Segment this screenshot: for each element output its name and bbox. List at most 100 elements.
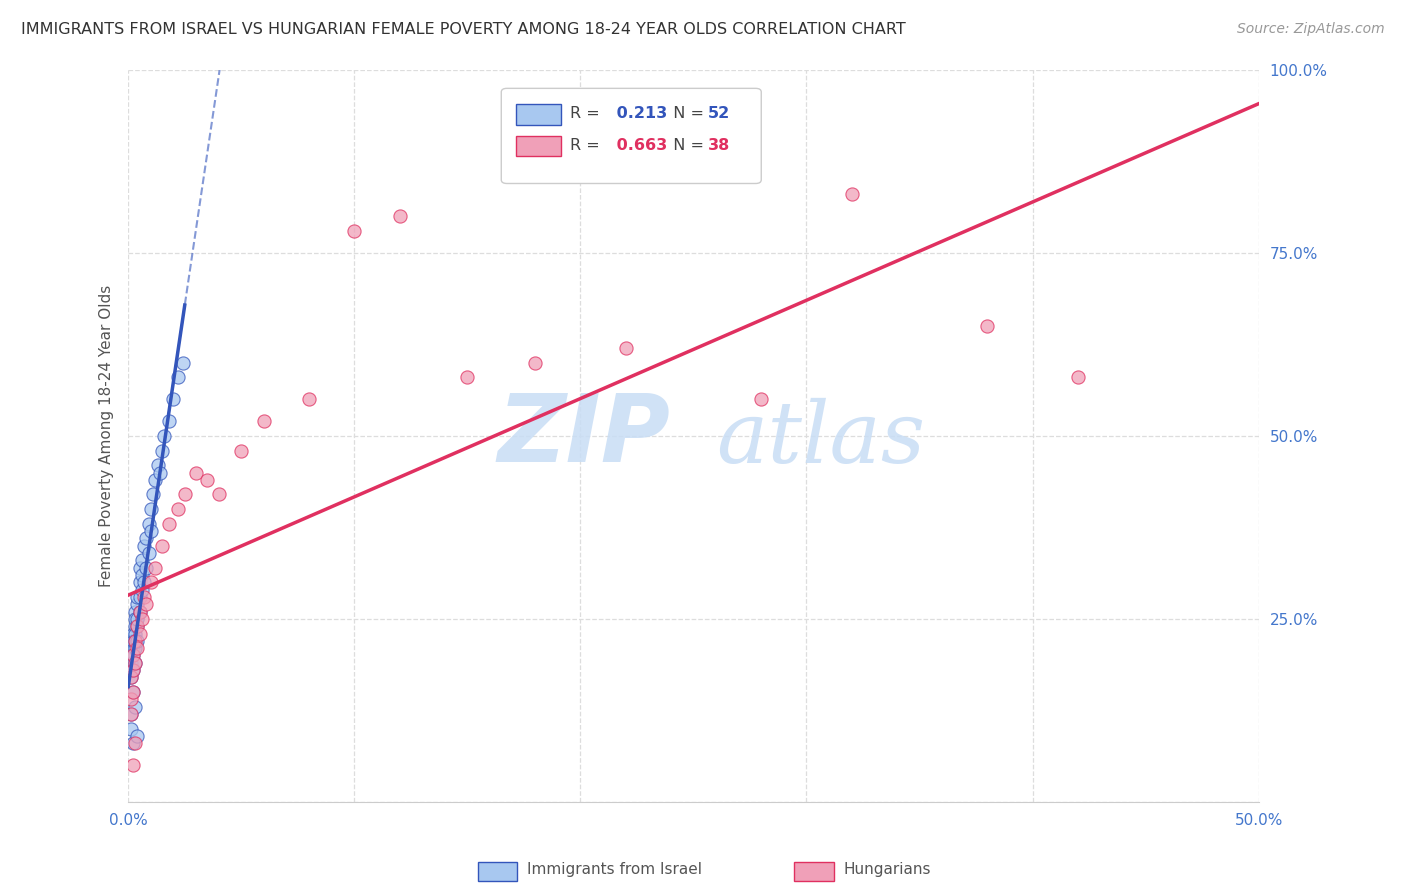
- Hungarians: [120, 670, 142, 684]
- Text: 38: 38: [709, 138, 730, 153]
- Text: Hungarians: Hungarians: [844, 863, 931, 877]
- Hungarians: [388, 210, 411, 224]
- Hungarians: [195, 473, 218, 487]
- Hungarians: [157, 516, 180, 531]
- Hungarians: [208, 487, 231, 501]
- Hungarians: [124, 633, 146, 648]
- Immigrants from Israel: [124, 612, 146, 626]
- Text: 0.213: 0.213: [612, 106, 668, 121]
- Immigrants from Israel: [121, 736, 143, 750]
- Immigrants from Israel: [127, 590, 149, 604]
- Immigrants from Israel: [124, 605, 146, 619]
- Hungarians: [128, 605, 150, 619]
- Immigrants from Israel: [131, 582, 153, 597]
- Immigrants from Israel: [121, 685, 143, 699]
- Immigrants from Israel: [167, 370, 190, 384]
- Immigrants from Israel: [120, 670, 142, 684]
- Hungarians: [127, 619, 149, 633]
- Immigrants from Israel: [120, 656, 142, 670]
- Y-axis label: Female Poverty Among 18-24 Year Olds: Female Poverty Among 18-24 Year Olds: [100, 285, 114, 587]
- Immigrants from Israel: [127, 612, 149, 626]
- Immigrants from Israel: [131, 568, 153, 582]
- Hungarians: [127, 641, 149, 656]
- Hungarians: [524, 356, 547, 370]
- Immigrants from Israel: [145, 473, 167, 487]
- Hungarians: [167, 502, 190, 516]
- Immigrants from Israel: [124, 633, 146, 648]
- Hungarians: [184, 466, 207, 480]
- Hungarians: [124, 736, 146, 750]
- Immigrants from Israel: [149, 466, 172, 480]
- FancyBboxPatch shape: [516, 104, 561, 125]
- Immigrants from Israel: [150, 443, 173, 458]
- Hungarians: [121, 663, 143, 677]
- Immigrants from Israel: [132, 539, 155, 553]
- Hungarians: [120, 692, 142, 706]
- Hungarians: [145, 560, 167, 574]
- Text: atlas: atlas: [716, 398, 925, 481]
- Hungarians: [976, 319, 998, 334]
- Hungarians: [121, 685, 143, 699]
- Hungarians: [128, 626, 150, 640]
- Immigrants from Israel: [124, 699, 146, 714]
- Immigrants from Israel: [121, 663, 143, 677]
- Hungarians: [343, 224, 366, 238]
- Hungarians: [231, 443, 253, 458]
- Hungarians: [120, 706, 142, 721]
- Immigrants from Israel: [120, 633, 142, 648]
- Immigrants from Israel: [172, 356, 194, 370]
- Immigrants from Israel: [135, 532, 157, 546]
- Hungarians: [1067, 370, 1090, 384]
- Text: Source: ZipAtlas.com: Source: ZipAtlas.com: [1237, 22, 1385, 37]
- Text: IMMIGRANTS FROM ISRAEL VS HUNGARIAN FEMALE POVERTY AMONG 18-24 YEAR OLDS CORRELA: IMMIGRANTS FROM ISRAEL VS HUNGARIAN FEMA…: [21, 22, 905, 37]
- Hungarians: [253, 414, 276, 428]
- Immigrants from Israel: [121, 641, 143, 656]
- Text: 0.663: 0.663: [612, 138, 668, 153]
- Hungarians: [132, 590, 155, 604]
- Immigrants from Israel: [142, 487, 165, 501]
- Text: 52: 52: [709, 106, 730, 121]
- Immigrants from Israel: [132, 575, 155, 590]
- Immigrants from Israel: [124, 619, 146, 633]
- Text: R =: R =: [571, 106, 605, 121]
- Text: N =: N =: [662, 106, 709, 121]
- Immigrants from Israel: [127, 633, 149, 648]
- Hungarians: [121, 648, 143, 663]
- Immigrants from Israel: [124, 641, 146, 656]
- Hungarians: [841, 187, 863, 202]
- Immigrants from Israel: [131, 553, 153, 567]
- Hungarians: [139, 575, 162, 590]
- Hungarians: [121, 758, 143, 772]
- FancyBboxPatch shape: [516, 136, 561, 156]
- FancyBboxPatch shape: [502, 88, 761, 184]
- Immigrants from Israel: [128, 590, 150, 604]
- Immigrants from Israel: [127, 729, 149, 743]
- Immigrants from Israel: [121, 626, 143, 640]
- Immigrants from Israel: [124, 656, 146, 670]
- Immigrants from Israel: [146, 458, 169, 473]
- Text: N =: N =: [662, 138, 709, 153]
- Immigrants from Israel: [128, 560, 150, 574]
- Immigrants from Israel: [139, 502, 162, 516]
- Hungarians: [298, 392, 321, 407]
- Hungarians: [150, 539, 173, 553]
- Immigrants from Israel: [124, 626, 146, 640]
- Immigrants from Israel: [162, 392, 184, 407]
- Hungarians: [135, 597, 157, 611]
- Immigrants from Israel: [138, 516, 160, 531]
- Hungarians: [456, 370, 478, 384]
- Immigrants from Israel: [121, 648, 143, 663]
- Hungarians: [124, 656, 146, 670]
- Hungarians: [131, 612, 153, 626]
- Immigrants from Israel: [120, 722, 142, 736]
- Immigrants from Israel: [120, 648, 142, 663]
- Immigrants from Israel: [128, 575, 150, 590]
- Immigrants from Israel: [127, 619, 149, 633]
- Immigrants from Israel: [135, 560, 157, 574]
- Immigrants from Israel: [127, 597, 149, 611]
- Immigrants from Israel: [153, 429, 176, 443]
- Immigrants from Israel: [157, 414, 180, 428]
- Immigrants from Israel: [120, 706, 142, 721]
- Text: ZIP: ZIP: [498, 390, 671, 482]
- Immigrants from Israel: [139, 524, 162, 538]
